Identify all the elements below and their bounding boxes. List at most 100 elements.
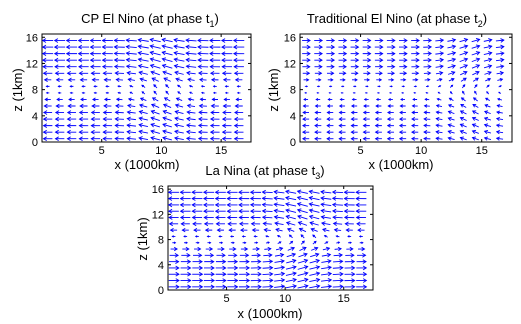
vector-shaft (484, 117, 491, 121)
vector-head (168, 221, 174, 227)
vector-head (80, 97, 84, 102)
vector-head (355, 208, 360, 214)
vector-arrow (285, 221, 296, 226)
vector-arrow (398, 136, 407, 141)
vector-head (439, 57, 445, 63)
vector-head (349, 241, 352, 244)
vector-head (449, 91, 453, 94)
vector-arrow (209, 123, 220, 128)
vector-head (113, 44, 118, 50)
vector-head (435, 123, 440, 128)
vector-arrow (459, 44, 469, 49)
vector-head (273, 202, 278, 207)
vector-shaft (274, 285, 285, 288)
vector-arrow (495, 38, 505, 43)
vector-arrow (149, 50, 161, 56)
vector-head (175, 97, 180, 102)
vector-head (114, 70, 119, 76)
vector-head (495, 136, 500, 141)
vector-head (415, 71, 420, 76)
vector-head (403, 44, 408, 50)
y-tick-label: 8 (290, 85, 296, 97)
vector-head (250, 221, 256, 227)
vector-arrow (209, 44, 221, 50)
vector-arrow (165, 90, 170, 95)
vector-shaft (299, 228, 307, 233)
vector-head (447, 129, 452, 135)
vector-arrow (375, 104, 382, 108)
vector-head (126, 129, 131, 135)
vector-head (114, 129, 119, 135)
vector-head (342, 38, 348, 43)
vector-head (174, 123, 179, 128)
vector-head (411, 136, 416, 141)
vector-head (42, 116, 48, 122)
vector-arrow (387, 97, 393, 101)
vector-head (126, 116, 131, 122)
vector-head (302, 123, 306, 128)
vector-head (193, 227, 198, 233)
vector-shaft (496, 65, 504, 68)
vector-head (233, 129, 239, 135)
vector-arrow (472, 70, 480, 76)
vector-arrow (350, 117, 358, 122)
vector-arrow (212, 91, 217, 95)
vector-head (233, 51, 238, 56)
vector-head (499, 71, 505, 76)
vector-arrow (411, 38, 420, 43)
vector-head (357, 227, 362, 233)
vector-head (280, 271, 286, 277)
vector-arrow (197, 129, 208, 135)
vector-shaft (126, 59, 137, 62)
vector-head (412, 97, 416, 101)
vector-arrow (411, 110, 419, 115)
vector-head (362, 278, 368, 283)
vector-shaft (274, 260, 285, 263)
vector-arrow (78, 70, 89, 76)
vector-arrow (173, 57, 185, 63)
vector-arrow (126, 110, 136, 115)
vector-shaft (332, 210, 343, 212)
vector-arrow (240, 246, 249, 252)
vector-arrow (180, 278, 192, 283)
vector-head (499, 77, 504, 82)
vector-arrow (356, 259, 367, 264)
vector-head (351, 97, 355, 101)
vector-arrow (234, 103, 243, 109)
vector-arrow (210, 110, 220, 115)
vector-head (203, 202, 208, 208)
vector-arrow (221, 136, 232, 142)
vector-head (177, 84, 180, 88)
vector-head (174, 109, 179, 115)
vector-head (230, 235, 233, 238)
vector-head (349, 246, 354, 252)
vector-arrow (77, 38, 90, 43)
vector-shaft (164, 97, 171, 102)
vector-arrow (484, 97, 491, 101)
vector-head (214, 202, 220, 208)
vector-arrow (138, 116, 148, 121)
vector-head (326, 104, 331, 108)
vector-head (350, 123, 355, 128)
vector-head (374, 130, 379, 135)
vector-head (285, 189, 290, 195)
vector-arrow (125, 44, 137, 50)
vector-arrow (320, 196, 332, 201)
vector-arrow (374, 44, 384, 50)
vector-head (339, 259, 344, 264)
vector-head (162, 109, 168, 115)
vector-head (174, 129, 179, 135)
vector-arrow (117, 91, 122, 94)
vector-head (150, 70, 155, 75)
vector-head (262, 221, 267, 227)
vector-head (327, 97, 331, 101)
vector-shaft (287, 247, 295, 251)
vector-head (162, 103, 168, 108)
vector-arrow (484, 70, 492, 76)
vector-head (475, 77, 479, 82)
vector-arrow (192, 265, 204, 271)
vector-arrow (203, 208, 214, 214)
vector-arrow (173, 44, 185, 49)
vector-head (113, 57, 119, 63)
